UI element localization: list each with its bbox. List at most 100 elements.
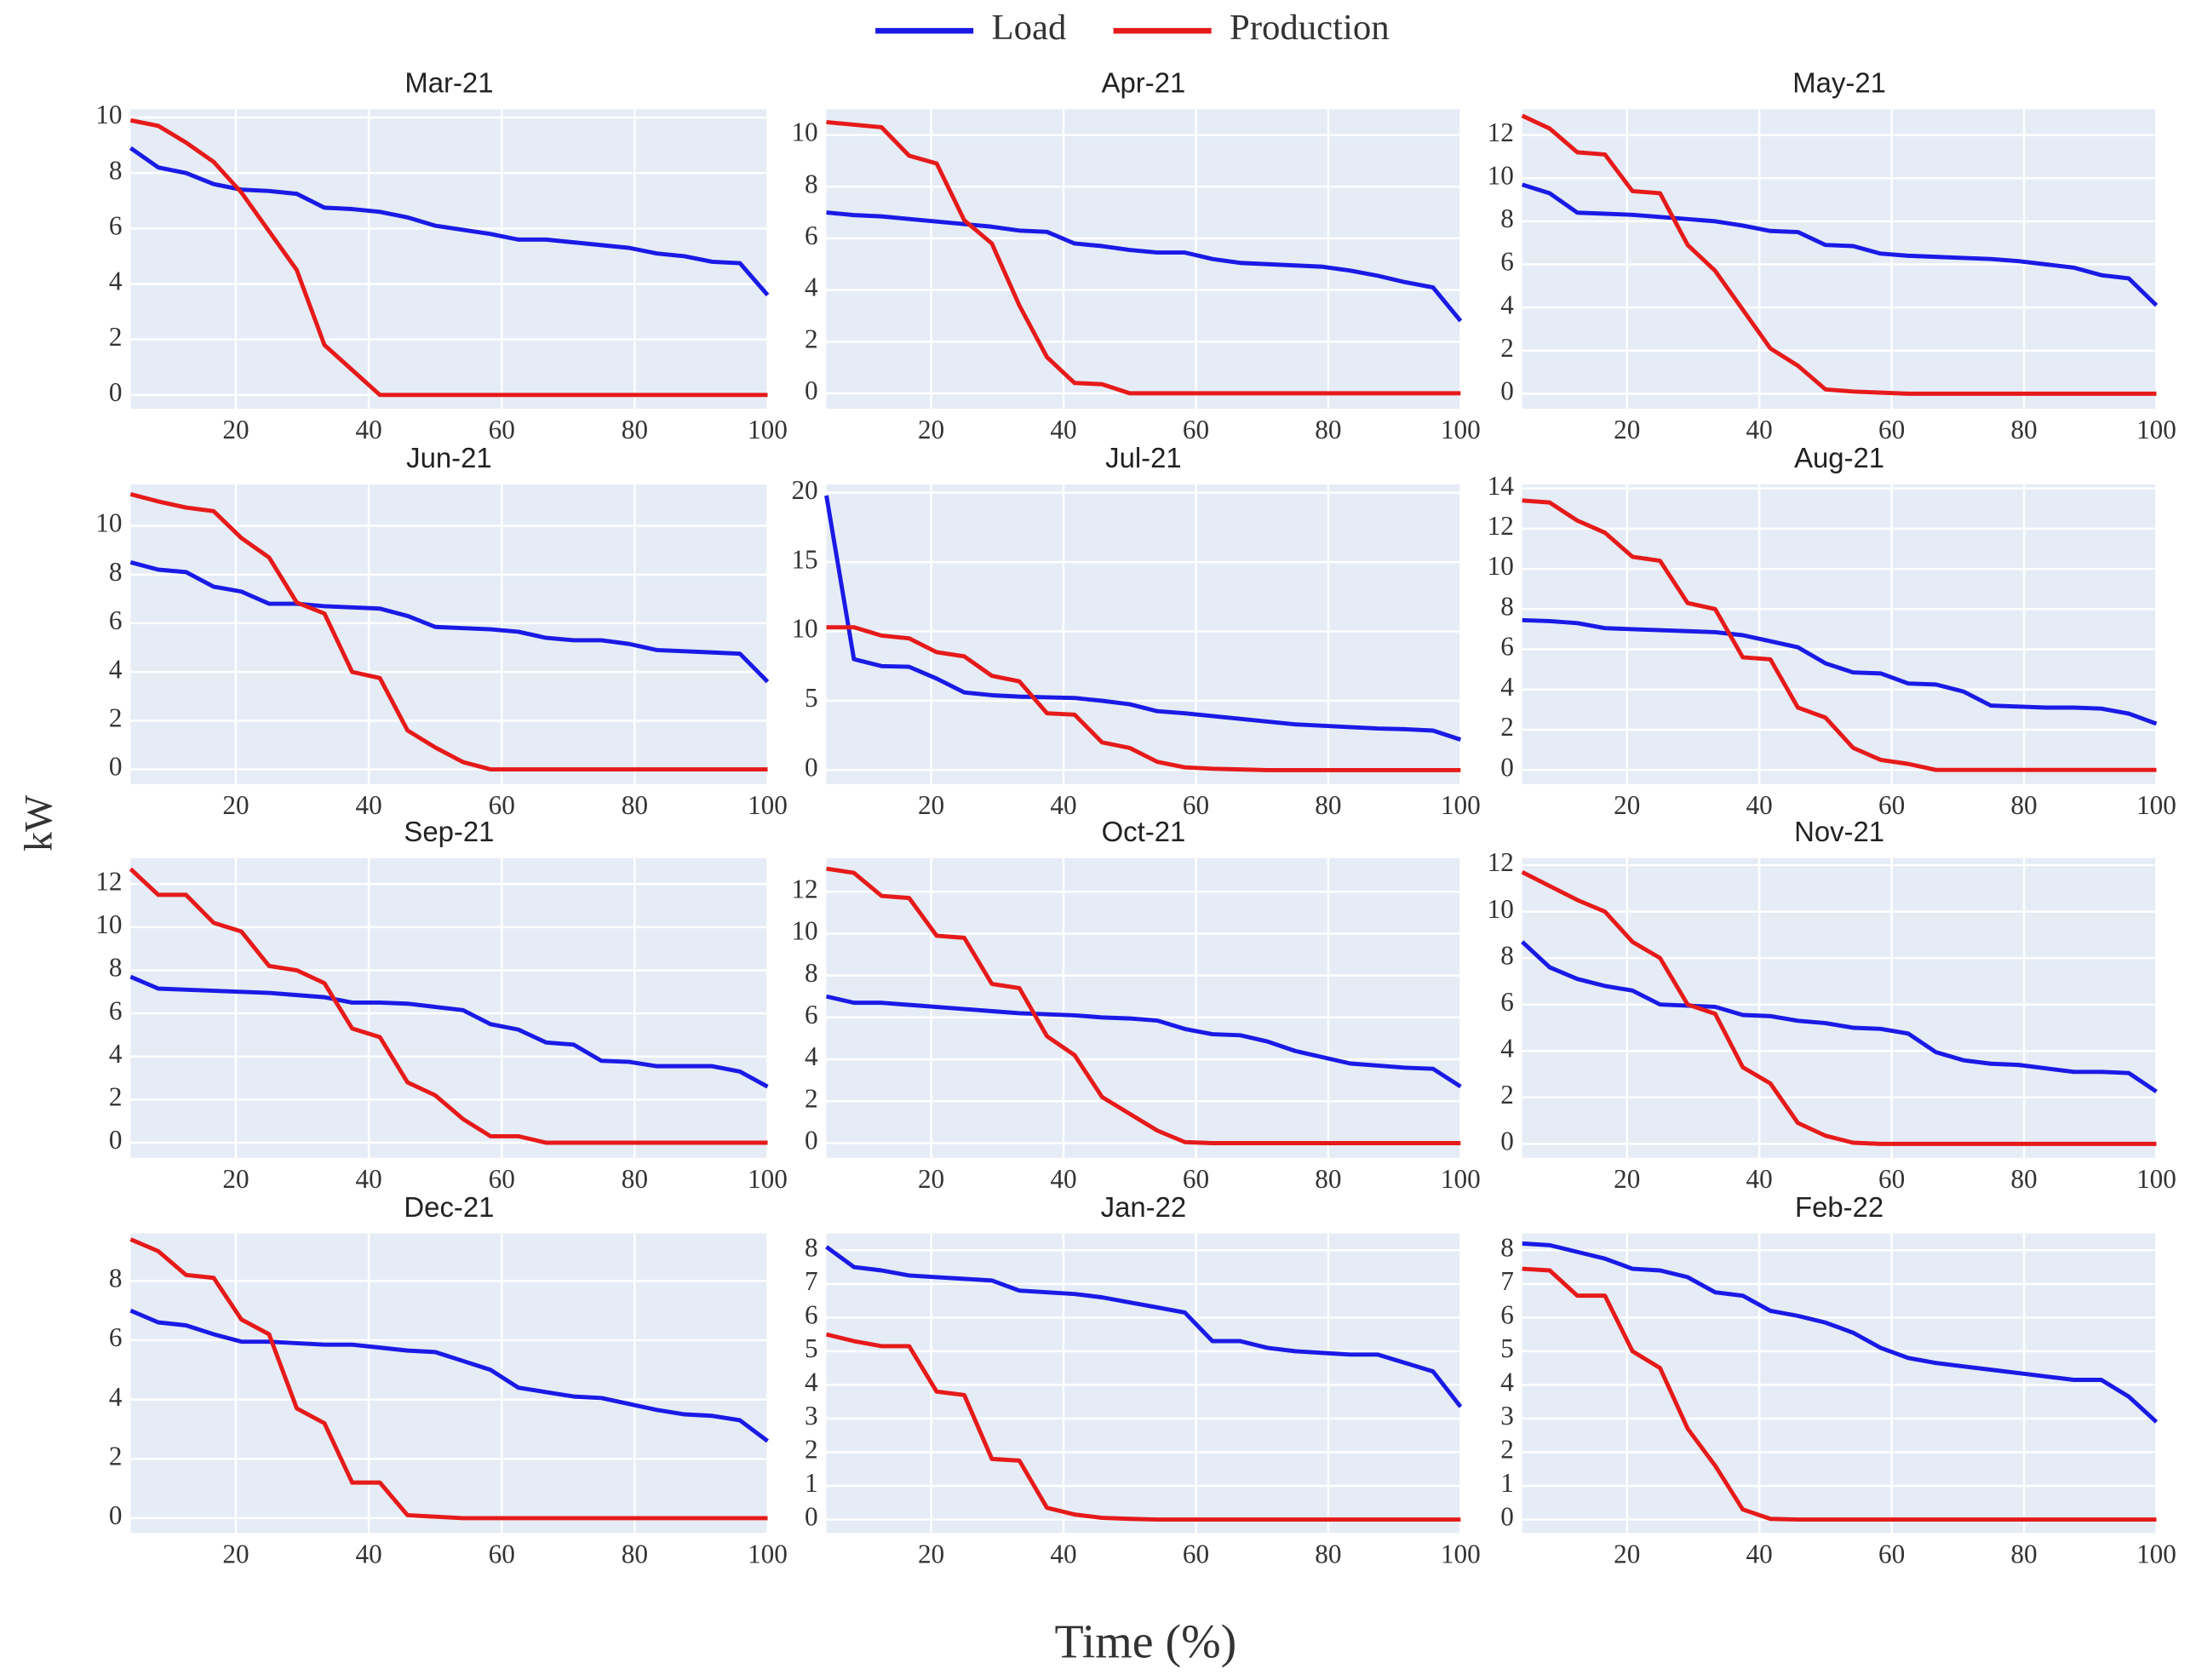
x-tick-label: 80: [1315, 1539, 1341, 1568]
series-line: [825, 994, 1462, 1089]
legend-label: Production: [1230, 8, 1390, 48]
x-tick-label: 80: [622, 1164, 648, 1194]
y-tick-label: 6: [805, 1000, 818, 1029]
series-line: [1522, 498, 2157, 772]
y-tick-label: 2: [1500, 1435, 1514, 1465]
plot-area: [826, 484, 1461, 784]
subplot-title: Jun-21: [406, 442, 492, 473]
y-tick-label: 10: [791, 916, 817, 946]
y-axis-title: kW: [16, 794, 60, 851]
series-line: [1521, 113, 2157, 396]
y-tick-label: 5: [805, 1333, 818, 1363]
y-tick-label: 4: [1500, 1033, 1514, 1063]
y-tick-label: 4: [109, 1382, 123, 1412]
x-tick-label: 40: [1050, 1539, 1076, 1568]
x-tick-label: 40: [355, 415, 381, 444]
y-tick-label: 6: [109, 605, 123, 635]
y-tick-label: 5: [805, 683, 818, 713]
y-tick-label: 3: [805, 1401, 818, 1431]
plot-area: [1522, 109, 2157, 410]
y-tick-label: 4: [805, 272, 818, 302]
x-tick-label: 80: [2010, 790, 2037, 820]
y-tick-label: 6: [1500, 247, 1514, 277]
y-tick-label: 2: [805, 1435, 818, 1465]
y-tick-label: 7: [805, 1266, 818, 1296]
y-tick-label: 1: [805, 1468, 818, 1498]
series-line: [1521, 870, 2157, 1146]
plot-area: [130, 1233, 768, 1534]
y-tick-label: 10: [791, 118, 817, 147]
x-tick-label: 60: [1183, 1539, 1209, 1568]
y-tick-label: 15: [791, 544, 817, 574]
x-tick-label: 60: [1878, 1539, 1905, 1568]
y-tick-label: 10: [95, 100, 122, 129]
x-tick-label: 60: [1878, 790, 1905, 820]
y-tick-label: 8: [109, 953, 123, 983]
x-tick-label: 100: [1441, 790, 1481, 820]
x-tick-label: 20: [918, 1539, 944, 1568]
y-tick-label: 10: [1488, 551, 1514, 581]
x-tick-label: 100: [2136, 790, 2176, 820]
x-tick-label: 40: [355, 790, 381, 820]
y-tick-label: 0: [1500, 1127, 1514, 1156]
y-tick-label: 10: [95, 508, 122, 538]
y-tick-label: 2: [1500, 1080, 1514, 1109]
y-tick-label: 0: [805, 376, 818, 405]
x-tick-label: 40: [1746, 415, 1773, 444]
series-line: [826, 866, 1461, 1145]
x-tick-label: 100: [2136, 1539, 2176, 1568]
x-tick-label: 40: [1746, 1164, 1773, 1194]
y-tick-label: 8: [109, 1263, 123, 1293]
x-tick-label: 60: [1183, 415, 1209, 444]
series-line: [824, 495, 1462, 742]
y-tick-label: 8: [805, 958, 818, 988]
y-tick-label: 0: [109, 1500, 123, 1530]
y-tick-label: 10: [1488, 160, 1514, 190]
x-tick-label: 100: [2136, 415, 2176, 444]
x-tick-label: 80: [1315, 415, 1341, 444]
subplot-title: Nov-21: [1794, 816, 1884, 847]
y-tick-label: 6: [1500, 1300, 1514, 1330]
x-tick-label: 20: [1614, 790, 1640, 820]
x-tick-label: 20: [222, 415, 249, 444]
y-tick-label: 2: [109, 703, 123, 733]
subplot-title: Apr-21: [1102, 67, 1186, 99]
y-tick-label: 4: [805, 1368, 818, 1397]
y-tick-label: 0: [805, 1502, 818, 1532]
y-tick-label: 10: [95, 909, 122, 939]
y-tick-label: 4: [1500, 290, 1514, 319]
y-tick-label: 3: [1500, 1401, 1514, 1431]
x-tick-label: 80: [1315, 1164, 1341, 1194]
x-tick-label: 60: [489, 415, 515, 444]
y-tick-label: 12: [1488, 118, 1514, 147]
plot-area: [1522, 857, 2157, 1158]
series-line: [1522, 1266, 2157, 1522]
y-tick-label: 5: [1500, 1333, 1514, 1363]
y-tick-label: 0: [805, 753, 818, 783]
y-tick-label: 12: [95, 866, 122, 896]
y-tick-label: 0: [109, 752, 123, 782]
y-tick-label: 10: [1488, 894, 1514, 924]
y-tick-label: 4: [1500, 1368, 1514, 1397]
x-tick-label: 80: [622, 790, 648, 820]
x-tick-label: 80: [622, 415, 648, 444]
x-tick-label: 80: [2010, 415, 2037, 444]
y-tick-label: 4: [805, 1041, 818, 1071]
y-tick-label: 12: [791, 874, 817, 903]
series-line: [825, 1245, 1463, 1408]
subplot-title: Jul-21: [1105, 442, 1182, 473]
y-tick-label: 0: [109, 377, 123, 407]
series-line: [826, 210, 1463, 323]
y-tick-label: 4: [109, 1039, 123, 1069]
plot-area: [130, 484, 768, 784]
y-tick-label: 0: [1500, 376, 1514, 406]
legend-label: Load: [992, 8, 1067, 48]
series-line: [129, 1308, 769, 1443]
x-tick-label: 100: [748, 1164, 788, 1194]
y-tick-label: 6: [1500, 632, 1514, 662]
subplot-title: Jan-22: [1101, 1191, 1187, 1223]
y-tick-label: 20: [791, 475, 817, 505]
y-tick-label: 2: [109, 1441, 123, 1471]
x-tick-label: 100: [748, 790, 788, 820]
x-tick-label: 80: [1315, 790, 1341, 820]
